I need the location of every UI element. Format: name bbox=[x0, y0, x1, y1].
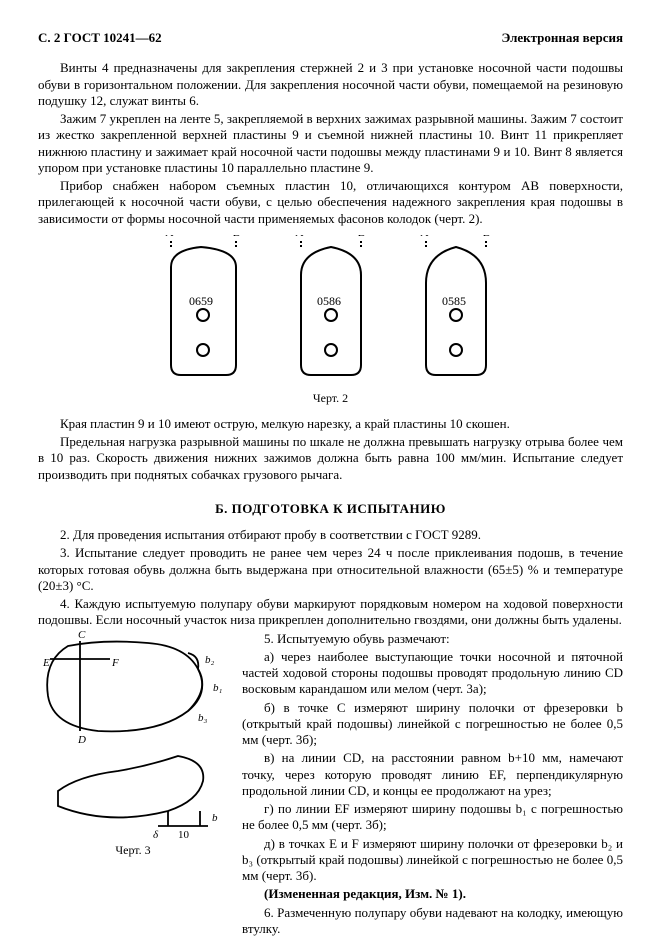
fig2-B3: B bbox=[483, 235, 491, 239]
fig2-n3: 0585 bbox=[442, 294, 466, 308]
right-text-column: 5. Испытуемую обувь размечают: а) через … bbox=[242, 631, 623, 939]
fig3-b1: b₁ bbox=[213, 682, 223, 694]
fig3-b: b bbox=[212, 812, 218, 824]
fig3-D: D bbox=[77, 734, 86, 746]
header-right: Электронная версия bbox=[501, 30, 623, 46]
figure-2: A B 0659 A B 0586 A bbox=[38, 235, 623, 385]
fig2-B2: B bbox=[358, 235, 366, 239]
paragraph-6: 2. Для проведения испытания отбирают про… bbox=[38, 527, 623, 543]
figure-2-caption: Черт. 2 bbox=[38, 391, 623, 406]
figure-3-block: C D E F b₂ b₁ b₃ b 10 δ Черт. bbox=[38, 631, 623, 939]
r5: г) по линии EF измеряют ширину подошвы b… bbox=[242, 801, 623, 834]
paragraph-5: Предельная нагрузка разрывной машины по … bbox=[38, 434, 623, 483]
section-b-title: Б. ПОДГОТОВКА К ИСПЫТАНИЮ bbox=[38, 501, 623, 517]
r1: 5. Испытуемую обувь размечают: bbox=[242, 631, 623, 647]
paragraph-7: 3. Испытание следует проводить не ранее … bbox=[38, 545, 623, 594]
fig3-E: E bbox=[42, 657, 50, 669]
paragraph-2: Зажим 7 укреплен на ленте 5, закрепляемо… bbox=[38, 111, 623, 176]
page-header: С. 2 ГОСТ 10241—62 Электронная версия bbox=[38, 30, 623, 46]
fig3-10: 10 bbox=[178, 829, 190, 841]
r3: б) в точке C измеряют ширину полочки от … bbox=[242, 700, 623, 749]
r6: д) в точках E и F измеряют ширину полочк… bbox=[242, 836, 623, 885]
header-left: С. 2 ГОСТ 10241—62 bbox=[38, 30, 162, 46]
figure-3-svg: C D E F b₂ b₁ b₃ b 10 δ bbox=[38, 631, 228, 841]
fig2-B1: B bbox=[233, 235, 241, 239]
fig2-n2: 0586 bbox=[317, 294, 341, 308]
fig2-A1: A bbox=[165, 235, 174, 239]
fig2-n1: 0659 bbox=[189, 294, 213, 308]
figure-3: C D E F b₂ b₁ b₃ b 10 δ Черт. bbox=[38, 631, 228, 868]
fig3-b2: b₂ bbox=[205, 654, 215, 666]
fig3-F: F bbox=[111, 657, 119, 669]
paragraph-4: Края пластин 9 и 10 имеют острую, мелкую… bbox=[38, 416, 623, 432]
r2: а) через наиболее выступающие точки носо… bbox=[242, 649, 623, 698]
figure-3-caption: Черт. 3 bbox=[115, 843, 150, 858]
fig2-A3: A bbox=[420, 235, 429, 239]
r8: 6. Размеченную полупару обуви надевают н… bbox=[242, 905, 623, 938]
paragraph-1: Винты 4 предназначены для закрепления ст… bbox=[38, 60, 623, 109]
figure-2-svg: A B 0659 A B 0586 A bbox=[146, 235, 516, 385]
paragraph-3: Прибор снабжен набором съемных пластин 1… bbox=[38, 178, 623, 227]
fig3-C: C bbox=[78, 631, 86, 641]
r7: (Измененная редакция, Изм. № 1). bbox=[242, 886, 623, 902]
fig3-delta: δ bbox=[153, 829, 159, 841]
fig2-A2: A bbox=[295, 235, 304, 239]
paragraph-8: 4. Каждую испытуемую полупару обуви марк… bbox=[38, 596, 623, 629]
r4: в) на линии CD, на расстоянии равном b+1… bbox=[242, 750, 623, 799]
fig3-b3: b₃ bbox=[198, 712, 208, 724]
